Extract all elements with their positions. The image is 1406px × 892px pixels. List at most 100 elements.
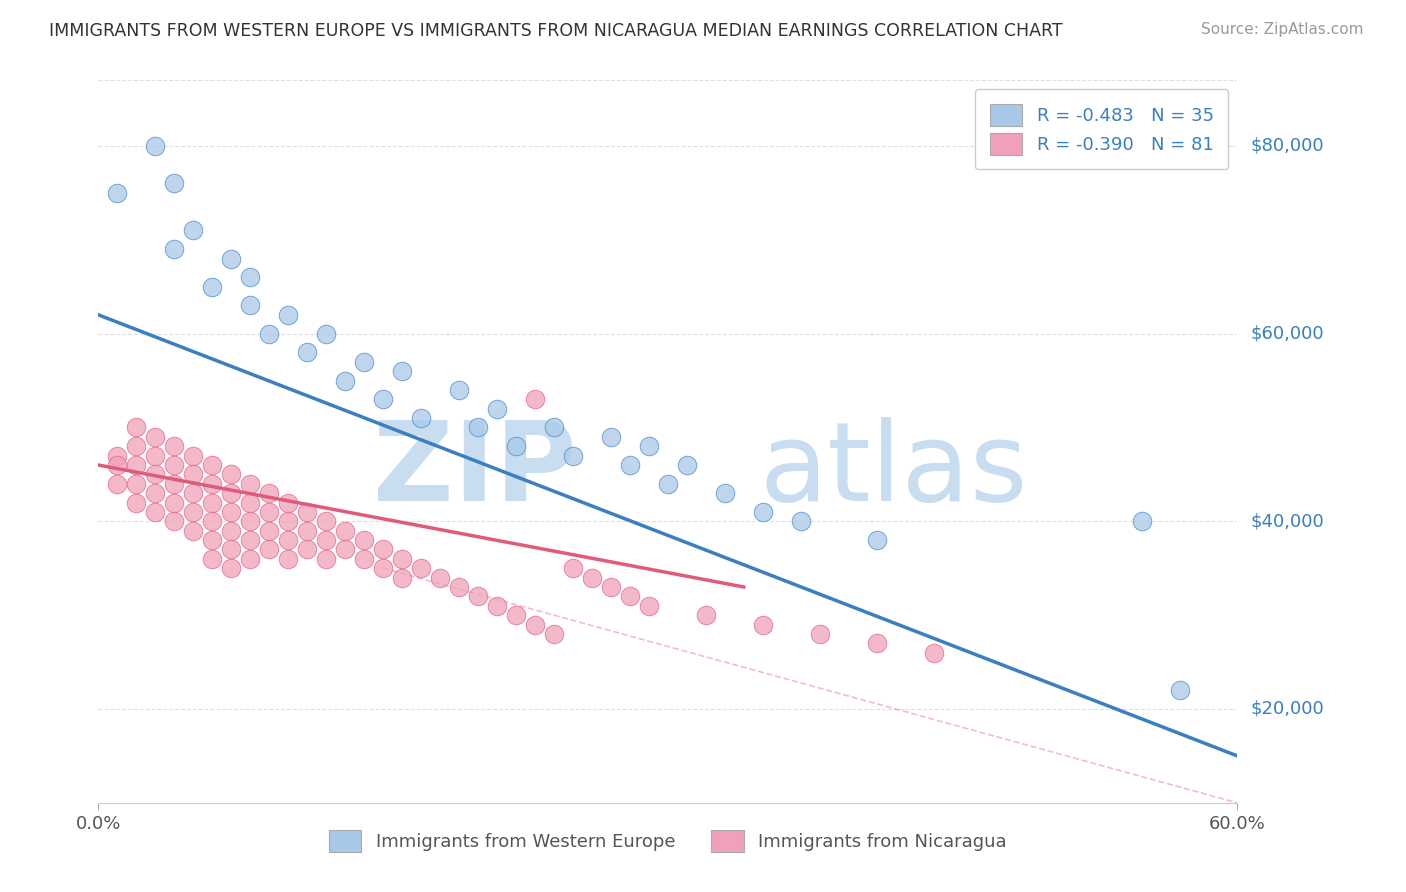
Point: [125, 439, 148, 453]
Point: [125, 495, 148, 509]
Text: atlas: atlas: [759, 417, 1028, 524]
Point: [277, 514, 299, 528]
Point: [125, 476, 148, 491]
Point: [145, 467, 167, 482]
Point: [183, 524, 205, 538]
Point: [335, 524, 357, 538]
Point: [183, 486, 205, 500]
Point: [125, 458, 148, 472]
Point: [239, 514, 262, 528]
Text: IMMIGRANTS FROM WESTERN EUROPE VS IMMIGRANTS FROM NICARAGUA MEDIAN EARNINGS CORR: IMMIGRANTS FROM WESTERN EUROPE VS IMMIGR…: [49, 22, 1063, 40]
Point: [467, 420, 489, 434]
Point: [600, 580, 623, 594]
Point: [315, 551, 337, 566]
Point: [371, 542, 394, 557]
Point: [221, 505, 243, 519]
Point: [619, 590, 641, 604]
Point: [163, 458, 186, 472]
Point: [277, 308, 299, 322]
Point: [657, 476, 679, 491]
Point: [638, 439, 661, 453]
Text: $20,000: $20,000: [1251, 700, 1324, 718]
Point: [543, 420, 565, 434]
Point: [371, 561, 394, 575]
Point: [277, 551, 299, 566]
Point: [714, 486, 737, 500]
Point: [221, 524, 243, 538]
Point: [163, 439, 186, 453]
Point: [505, 439, 527, 453]
Point: [259, 486, 281, 500]
Point: [619, 458, 641, 472]
Point: [486, 401, 509, 416]
Point: [259, 542, 281, 557]
Point: [221, 467, 243, 482]
Point: [163, 242, 186, 256]
Point: [201, 458, 224, 472]
Point: [259, 326, 281, 341]
Point: [221, 252, 243, 266]
Point: [808, 627, 831, 641]
Point: [638, 599, 661, 613]
Point: [866, 533, 889, 547]
Point: [163, 514, 186, 528]
Point: [752, 617, 775, 632]
Point: [543, 627, 565, 641]
Point: [315, 533, 337, 547]
Point: [1170, 683, 1192, 698]
Legend: Immigrants from Western Europe, Immigrants from Nicaragua: Immigrants from Western Europe, Immigran…: [315, 815, 1021, 866]
Point: [411, 411, 433, 425]
Point: [391, 571, 413, 585]
Point: [562, 449, 585, 463]
Point: [449, 383, 471, 397]
Point: [163, 177, 186, 191]
Point: [411, 561, 433, 575]
Point: [486, 599, 509, 613]
Point: [790, 514, 813, 528]
Point: [259, 524, 281, 538]
Point: [524, 392, 547, 407]
Point: [201, 279, 224, 293]
Point: [107, 476, 129, 491]
Point: [107, 458, 129, 472]
Text: $60,000: $60,000: [1251, 325, 1324, 343]
Point: [562, 561, 585, 575]
Point: [183, 467, 205, 482]
Point: [221, 561, 243, 575]
Point: [239, 533, 262, 547]
Point: [315, 326, 337, 341]
Point: [1132, 514, 1154, 528]
Point: [600, 430, 623, 444]
Point: [145, 139, 167, 153]
Point: [145, 486, 167, 500]
Point: [297, 542, 319, 557]
Point: [505, 608, 527, 623]
Point: [201, 533, 224, 547]
Point: [239, 298, 262, 312]
Point: [695, 608, 717, 623]
Point: [221, 542, 243, 557]
Point: [371, 392, 394, 407]
Point: [866, 636, 889, 650]
Point: [183, 449, 205, 463]
Point: [335, 374, 357, 388]
Point: [353, 355, 375, 369]
Point: [107, 449, 129, 463]
Point: [239, 476, 262, 491]
Point: [297, 505, 319, 519]
Point: [145, 430, 167, 444]
Text: $40,000: $40,000: [1251, 512, 1324, 531]
Point: [183, 505, 205, 519]
Point: [391, 551, 413, 566]
Point: [524, 617, 547, 632]
Point: [239, 551, 262, 566]
Point: [297, 524, 319, 538]
Point: [145, 505, 167, 519]
Point: [107, 186, 129, 200]
Point: [163, 495, 186, 509]
Point: [676, 458, 699, 472]
Point: [429, 571, 451, 585]
Point: [449, 580, 471, 594]
Point: [201, 495, 224, 509]
Point: [163, 476, 186, 491]
